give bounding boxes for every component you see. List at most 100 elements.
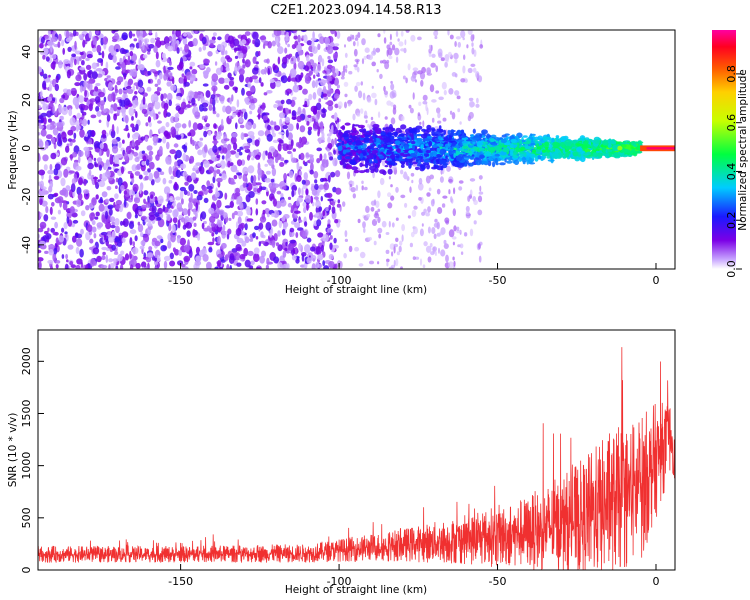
heatmap-cell: [227, 143, 232, 151]
heatmap-cell: [206, 225, 211, 232]
heatmap-cell: [131, 116, 134, 121]
heatmap-cell: [440, 133, 444, 137]
heatmap-cell: [101, 246, 108, 251]
heatmap-cell: [167, 45, 174, 52]
heatmap-cell: [460, 130, 464, 133]
heatmap-cell: [305, 194, 311, 203]
heatmap-cell: [412, 226, 418, 235]
heatmap-cell: [328, 151, 332, 156]
heatmap-cell: [93, 233, 97, 239]
heatmap-cell: [382, 127, 386, 131]
heatmap-cell: [147, 102, 154, 111]
heatmap-cell: [407, 63, 411, 71]
heatmap-cell: [224, 192, 228, 200]
heatmap-cell: [182, 171, 188, 177]
heatmap-cell: [110, 50, 117, 56]
heatmap-cell: [344, 93, 348, 98]
heatmap-cell: [210, 222, 216, 228]
heatmap-cell: [506, 160, 513, 164]
heatmap-cell: [174, 154, 178, 160]
heatmap-cell: [252, 31, 259, 40]
heatmap-cell: [337, 199, 341, 204]
heatmap-cell: [105, 198, 109, 203]
heatmap-cell: [57, 209, 62, 215]
heatmap-cell: [219, 160, 226, 169]
heatmap-cell: [127, 80, 132, 88]
heatmap-cell: [212, 32, 217, 37]
heatmap-cell: [306, 40, 313, 46]
heatmap-cell: [169, 195, 174, 203]
heatmap-cell: [42, 54, 46, 60]
heatmap-cell: [142, 96, 146, 105]
heatmap-cell: [187, 132, 192, 137]
heatmap-cell: [211, 213, 218, 217]
heatmap-cell: [332, 72, 337, 78]
heatmap-cell: [386, 100, 392, 106]
heatmap-cell: [472, 34, 475, 40]
heatmap-cell: [250, 175, 254, 184]
heatmap-cell: [107, 166, 112, 170]
heatmap-cell: [329, 235, 333, 240]
heatmap-cell: [421, 223, 424, 227]
heatmap-cell: [52, 63, 56, 71]
heatmap-cell: [323, 96, 329, 100]
heatmap-cell: [147, 195, 150, 203]
heatmap-cell: [218, 146, 222, 151]
heatmap-cell: [64, 231, 68, 235]
heatmap-cell: [399, 240, 403, 246]
heatmap-cell: [246, 154, 251, 161]
heatmap-cell: [123, 74, 127, 80]
heatmap-cell: [368, 260, 375, 265]
heatmap-cell: [386, 158, 392, 162]
heatmap-cell: [288, 170, 294, 178]
heatmap-cell: [128, 107, 135, 117]
heatmap-cell: [277, 230, 281, 237]
heatmap-cell: [317, 54, 323, 63]
heatmap-cell: [304, 76, 311, 84]
heatmap-cell: [96, 157, 103, 163]
heatmap-cell: [48, 244, 54, 248]
heatmap-cell: [412, 256, 416, 260]
heatmap-cell: [428, 140, 433, 147]
heatmap-cell: [456, 230, 461, 234]
heatmap-cell: [201, 222, 205, 230]
heatmap-cell: [448, 178, 453, 183]
heatmap-cell: [298, 170, 303, 176]
heatmap-cell: [401, 139, 407, 142]
heatmap-cell: [89, 238, 94, 244]
heatmap-cell: [302, 88, 308, 95]
heatmap-cell: [48, 102, 54, 110]
heatmap-cell: [311, 263, 316, 269]
heatmap-cell: [217, 36, 222, 41]
heatmap-cell: [278, 131, 285, 135]
heatmap-cell: [283, 214, 290, 219]
heatmap-cell: [151, 205, 157, 214]
heatmap-cell: [427, 256, 432, 263]
heatmap-cell: [53, 247, 58, 255]
heatmap-cell: [221, 230, 226, 239]
heatmap-cell: [297, 43, 302, 51]
heatmap-cell: [272, 132, 276, 138]
heatmap-cell: [271, 213, 275, 217]
heatmap-cell: [147, 116, 152, 124]
heatmap-cell: [395, 237, 399, 242]
heatmap-cell: [301, 179, 306, 185]
heatmap-cell: [182, 224, 187, 230]
heatmap-cell: [217, 260, 222, 267]
heatmap-cell: [180, 217, 185, 223]
heatmap-cell: [194, 260, 202, 266]
heatmap-cell: [314, 183, 319, 191]
heatmap-cell: [300, 136, 308, 145]
heatmap-cell: [243, 247, 249, 257]
heatmap-cell: [279, 199, 287, 207]
heatmap-cell: [361, 180, 364, 185]
heatmap-cell: [268, 146, 276, 153]
heatmap-cell: [198, 141, 203, 148]
heatmap-cell: [216, 131, 223, 137]
heatmap-cell: [249, 110, 253, 115]
heatmap-cell: [335, 170, 341, 178]
heatmap-cell: [472, 128, 476, 134]
heatmap-cell: [393, 259, 396, 267]
heatmap-cell: [155, 31, 158, 39]
